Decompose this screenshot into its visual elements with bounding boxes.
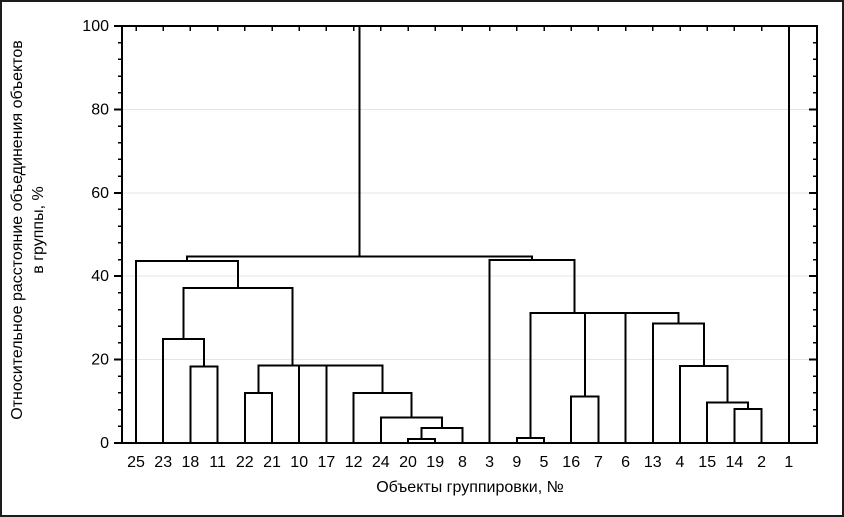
leaf-label: 23 — [154, 454, 172, 471]
dendrogram-link — [420, 426, 464, 443]
y-tick-label: 60 — [91, 185, 109, 202]
leaf-label: 22 — [236, 454, 254, 471]
dendrogram-link — [679, 364, 729, 443]
y-axis-title-line2: в группы, % — [30, 186, 47, 274]
leaf-label: 15 — [698, 454, 716, 471]
leaf-label: 6 — [621, 454, 630, 471]
dendrogram-link — [243, 391, 273, 443]
y-tick-label: 40 — [91, 268, 109, 285]
leaf-label: 9 — [512, 454, 521, 471]
y-tick-label: 80 — [91, 101, 109, 118]
dendrogram-link — [570, 395, 600, 443]
leaf-label: 13 — [644, 454, 662, 471]
leaf-label: 4 — [676, 454, 685, 471]
leaf-label: 8 — [458, 454, 467, 471]
y-axis-title-line1: Относительное расстояние объединения объ… — [9, 40, 27, 420]
leaf-label: 18 — [182, 454, 200, 471]
dendrogram-link — [358, 25, 790, 443]
leaf-label: 5 — [540, 454, 549, 471]
dendrogram-links — [135, 25, 790, 443]
y-tick-label: 100 — [82, 18, 109, 35]
dendrogram-link — [186, 255, 533, 262]
x-axis-title: Объекты группировки, № — [376, 479, 564, 496]
dendrogram-link — [189, 365, 219, 443]
leaf-label: 7 — [594, 454, 603, 471]
dendrogram-link — [583, 311, 652, 397]
leaf-labels: 25 23 18 11 22 21 10 17 12 24 20 19 8 3 9 5 16 7 6 13 4 15 14 2… — [127, 454, 793, 471]
grid-lines — [122, 108, 817, 361]
y-axis-ticks — [114, 25, 817, 444]
leaf-label: 17 — [318, 454, 336, 471]
leaf-label: 25 — [127, 454, 145, 471]
y-tick-label: 0 — [100, 435, 109, 452]
dendrogram-link — [488, 258, 576, 443]
dendrogram-link — [257, 364, 327, 393]
dendrogram-link — [651, 322, 705, 443]
leaf-label: 2 — [757, 454, 766, 471]
leaf-label: 21 — [263, 454, 281, 471]
leaf-label: 1 — [784, 454, 793, 471]
dendrogram-link — [162, 338, 205, 443]
leaf-label: 16 — [562, 454, 580, 471]
leaf-label: 3 — [485, 454, 494, 471]
leaf-label: 11 — [209, 454, 226, 471]
dendrogram-link — [529, 311, 619, 438]
y-tick-labels: 0 20 40 60 80 100 — [82, 18, 109, 452]
y-tick-label: 20 — [91, 352, 109, 369]
leaf-label: 14 — [726, 454, 744, 471]
dendrogram-link — [733, 407, 763, 443]
x-axis-ticks — [135, 26, 790, 31]
leaf-label: 20 — [399, 454, 417, 471]
leaf-label: 10 — [290, 454, 308, 471]
leaf-label: 19 — [426, 454, 444, 471]
leaf-label: 12 — [345, 454, 363, 471]
leaf-label: 24 — [372, 454, 390, 471]
dendrogram-link — [182, 286, 294, 366]
plot-frame — [121, 25, 818, 444]
